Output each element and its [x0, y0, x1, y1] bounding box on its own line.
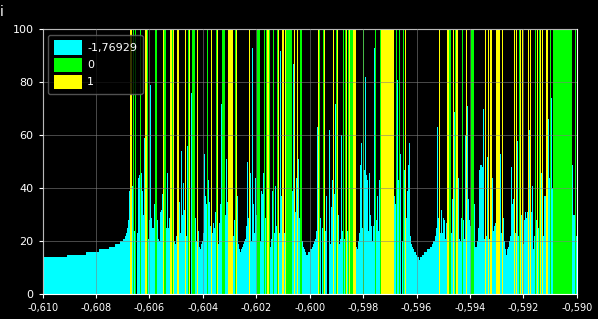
- Text: i: i: [0, 5, 4, 19]
- Legend: -1,76929, 0, 1: -1,76929, 0, 1: [48, 35, 143, 94]
